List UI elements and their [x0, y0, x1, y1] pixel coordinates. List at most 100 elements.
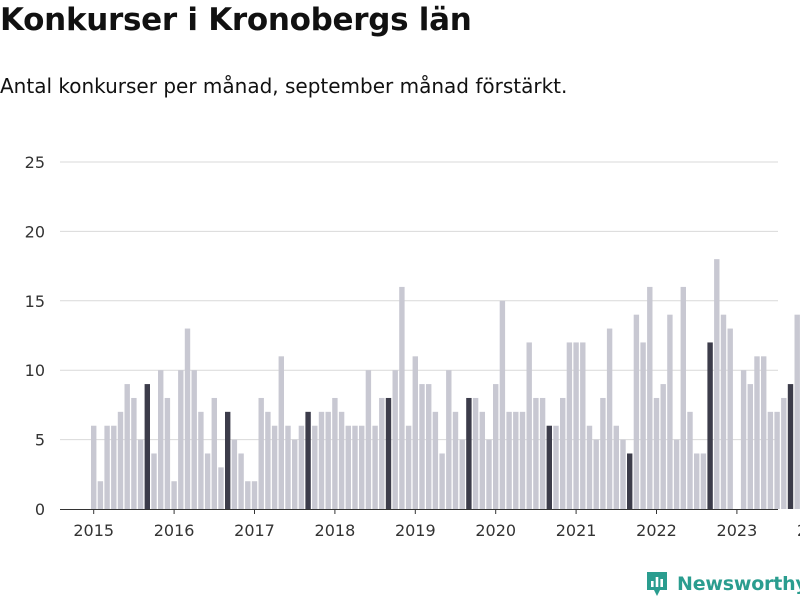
bar — [164, 397, 171, 509]
x-tick-label: 2024 — [797, 521, 800, 540]
bar — [519, 411, 526, 509]
bar — [158, 370, 164, 509]
x-tick-label: 2016 — [154, 521, 195, 540]
bar — [647, 286, 653, 509]
bar — [372, 425, 378, 509]
bar — [533, 397, 539, 509]
bar — [379, 397, 385, 509]
bar — [439, 453, 445, 509]
y-tick-label: 15 — [25, 292, 45, 311]
bar — [667, 314, 673, 509]
bar — [345, 425, 351, 509]
bar — [338, 411, 345, 509]
bar — [633, 314, 640, 509]
bar — [513, 411, 519, 509]
bar — [432, 411, 439, 509]
bar — [573, 342, 579, 509]
x-tick-label: 2021 — [556, 521, 597, 540]
y-axis-ticks: 0 5 10 15 20 25 — [25, 153, 45, 519]
x-axis-ticks: 2015 2016 2017 2018 2019 2020 2021 2022 2023 2024 — [73, 509, 800, 540]
x-tick-label: 2020 — [475, 521, 516, 540]
bar — [412, 356, 418, 509]
newsworthy-chart-icon — [647, 572, 667, 596]
bar — [325, 411, 331, 509]
x-tick-label: 2017 — [234, 521, 275, 540]
bar — [292, 439, 298, 509]
chart-subtitle: Antal konkurser per månad, september mån… — [0, 74, 568, 98]
bar — [794, 314, 800, 509]
bar — [553, 425, 559, 509]
bar — [392, 370, 398, 509]
bar — [694, 453, 700, 509]
bar — [727, 328, 733, 509]
bar — [352, 425, 358, 509]
bar — [399, 286, 405, 509]
bar — [131, 397, 137, 509]
bar — [787, 384, 794, 509]
chart-title: Konkurser i Kronobergs län — [0, 2, 472, 38]
bar — [332, 397, 338, 509]
bar — [238, 453, 244, 509]
bar — [111, 425, 117, 509]
bar — [385, 397, 392, 509]
bar — [580, 342, 586, 509]
bar — [486, 439, 492, 509]
bar — [285, 425, 291, 509]
y-tick-label: 10 — [25, 361, 45, 380]
bar — [606, 328, 613, 509]
bar — [359, 425, 365, 509]
bar — [466, 397, 472, 509]
bar — [278, 356, 284, 509]
bar — [426, 384, 432, 509]
bar — [653, 397, 660, 509]
bar — [493, 384, 499, 509]
bar — [593, 439, 599, 509]
bar — [231, 439, 238, 509]
bar — [707, 342, 713, 509]
bar — [506, 411, 512, 509]
bar — [191, 370, 197, 509]
bar — [754, 356, 760, 509]
bar — [452, 411, 459, 509]
bar — [271, 425, 278, 509]
bar — [251, 481, 258, 509]
bar — [218, 467, 224, 509]
x-tick-label: 2019 — [395, 521, 436, 540]
bar — [627, 453, 633, 509]
bar — [405, 425, 412, 509]
x-tick-label: 2023 — [717, 521, 758, 540]
bar — [137, 439, 144, 509]
bar — [117, 411, 124, 509]
bar — [472, 397, 479, 509]
bar — [761, 356, 767, 509]
bar — [265, 411, 271, 509]
bar — [305, 411, 311, 509]
bars — [91, 259, 800, 509]
newsworthy-logo: Newsworthy — [645, 569, 800, 599]
bar — [204, 453, 211, 509]
bar — [586, 425, 593, 509]
bar — [171, 481, 177, 509]
bar — [151, 453, 157, 509]
bar — [298, 425, 305, 509]
bar — [198, 411, 204, 509]
bar — [539, 397, 546, 509]
bar — [419, 384, 425, 509]
bar — [781, 397, 787, 509]
bar — [446, 370, 452, 509]
bar — [312, 425, 318, 509]
bar — [97, 481, 104, 509]
x-tick-label: 2022 — [636, 521, 677, 540]
bar — [318, 411, 325, 509]
y-tick-label: 5 — [35, 431, 45, 450]
bar — [546, 425, 552, 509]
bar — [225, 411, 231, 509]
bar — [613, 425, 619, 509]
bar — [714, 259, 720, 509]
bar — [258, 397, 264, 509]
y-tick-label: 20 — [25, 222, 45, 241]
y-tick-label: 0 — [35, 500, 45, 519]
x-tick-label: 2018 — [315, 521, 356, 540]
bar — [747, 384, 753, 509]
